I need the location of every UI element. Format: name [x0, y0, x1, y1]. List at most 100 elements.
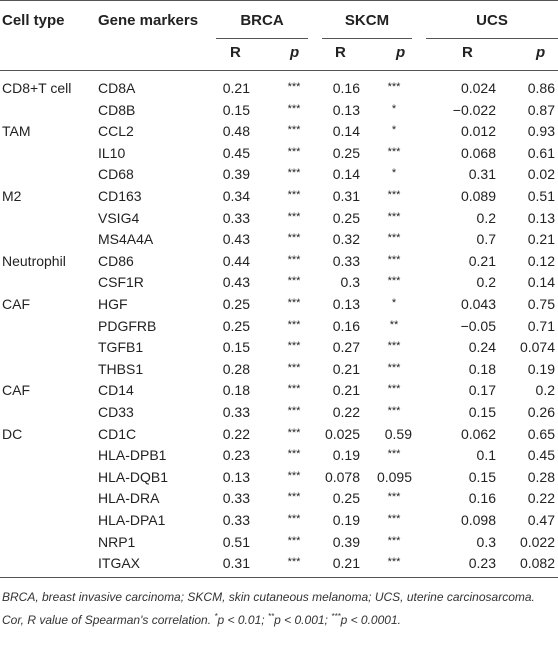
subheader-ucs-p: p: [536, 44, 546, 61]
table-footnote: BRCA, breast invasive carcinoma; SKCM, s…: [2, 588, 554, 630]
cell-brca-r: 0.25: [222, 317, 250, 334]
cell-brca-r: 0.25: [222, 296, 250, 312]
cell-brca-r: 0.33: [222, 209, 250, 226]
cell-ucs-r: 0.012: [460, 123, 496, 140]
cell-ucs-r: 0.024: [460, 80, 496, 96]
cell-cell-type: CAF: [2, 382, 30, 399]
cell-ucs-p: 0.87: [527, 101, 555, 118]
cell-brca-r: 0.33: [222, 404, 250, 420]
cell-brca-p: ***: [287, 513, 301, 525]
cell-gene-marker: VSIG4: [98, 209, 140, 226]
cell-skcm-p: *: [391, 124, 397, 137]
cell-ucs-p: 0.61: [527, 144, 555, 161]
cell-ucs-p: 0.86: [527, 80, 555, 96]
cell-skcm-p: **: [389, 318, 399, 331]
cell-ucs-p: 0.45: [527, 447, 555, 464]
cell-gene-marker: MS4A4A: [98, 231, 154, 248]
cell-ucs-r: 0.7: [476, 231, 496, 248]
subheader-brca-p: p: [290, 44, 300, 61]
cell-skcm-p: ***: [387, 340, 401, 353]
cell-ucs-p: 0.19: [527, 360, 555, 377]
cell-brca-r: 0.31: [222, 555, 250, 572]
cell-ucs-p: 0.22: [527, 490, 555, 507]
cell-brca-p: ***: [287, 426, 301, 439]
cell-ucs-r: 0.18: [468, 360, 496, 377]
footnote-sig1-text: p < 0.01;: [217, 613, 265, 627]
cell-gene-marker: CD1C: [98, 425, 137, 442]
cell-ucs-p: 0.14: [527, 274, 555, 291]
cell-skcm-p: ***: [387, 145, 401, 158]
footnote-definitions: BRCA, breast invasive carcinoma; SKCM, s…: [2, 590, 535, 627]
cell-brca-p: ***: [287, 102, 301, 115]
cell-gene-marker: HLA-DPA1: [98, 512, 166, 528]
cell-brca-r: 0.39: [222, 166, 250, 183]
cell-brca-p: ***: [287, 210, 301, 223]
cell-ucs-r: 0.21: [468, 252, 496, 269]
cell-skcm-r: 0.21: [332, 382, 360, 399]
cell-skcm-p: ***: [387, 81, 401, 93]
footnote-sig3-mark: ***: [331, 612, 341, 621]
cell-ucs-p: 0.2: [535, 382, 555, 399]
cell-ucs-r: 0.24: [468, 339, 496, 356]
cell-brca-p: ***: [287, 340, 301, 353]
group-header-ucs: UCS: [476, 12, 508, 29]
cell-ucs-r: 0.2: [476, 209, 496, 226]
cell-brca-p: ***: [287, 232, 301, 245]
cell-skcm-p: ***: [387, 534, 401, 547]
cell-brca-p: ***: [287, 167, 301, 180]
cell-brca-p: ***: [287, 318, 301, 331]
col-header-cell-type: Cell type: [2, 12, 65, 29]
cell-brca-r: 0.48: [222, 123, 250, 140]
subheader-brca-r: R: [230, 44, 241, 61]
cell-ucs-r: 0.089: [460, 188, 496, 204]
cell-skcm-p: ***: [387, 383, 401, 396]
cell-ucs-p: 0.51: [527, 188, 555, 204]
cell-ucs-r: 0.3: [476, 533, 496, 550]
cell-brca-p: ***: [287, 534, 301, 547]
cell-gene-marker: CD68: [98, 166, 134, 183]
cell-brca-r: 0.34: [222, 188, 250, 204]
cell-skcm-p: ***: [387, 275, 401, 288]
cell-brca-p: ***: [287, 81, 301, 93]
cell-brca-r: 0.18: [222, 382, 250, 399]
cell-skcm-p: ***: [387, 361, 401, 374]
cell-skcm-r: 0.19: [332, 512, 360, 528]
cell-gene-marker: HGF: [98, 296, 128, 312]
cell-gene-marker: IL10: [98, 144, 126, 161]
cell-brca-r: 0.28: [222, 360, 250, 377]
cell-skcm-p: ***: [387, 189, 401, 201]
cell-brca-p: ***: [287, 253, 301, 266]
cell-skcm-r: 0.32: [332, 231, 360, 248]
group-header-brca: BRCA: [240, 12, 284, 29]
cell-brca-p: ***: [287, 297, 301, 309]
col-header-gene-markers: Gene markers: [98, 12, 199, 29]
cell-brca-p: ***: [287, 556, 301, 569]
cell-ucs-p: 0.75: [527, 296, 555, 312]
cell-gene-marker: HLA-DRA: [98, 490, 160, 507]
cell-ucs-r: 0.1: [476, 447, 496, 464]
group-header-skcm: SKCM: [344, 12, 390, 29]
cell-ucs-p: 0.47: [527, 512, 555, 528]
cell-skcm-p: *: [391, 297, 397, 309]
cell-gene-marker: CCL2: [98, 123, 134, 140]
cell-cell-type: Neutrophil: [2, 252, 66, 269]
ucs-group-line: [426, 38, 558, 39]
subheader-skcm-r: R: [335, 44, 346, 61]
cell-skcm-p: ***: [387, 210, 401, 223]
cell-skcm-r: 0.27: [332, 339, 360, 356]
footnote-sig3-text: p < 0.0001.: [340, 613, 401, 627]
cell-brca-p: ***: [287, 124, 301, 137]
cell-skcm-r: 0.3: [340, 274, 360, 291]
cell-ucs-r: 0.15: [468, 404, 496, 420]
cell-cell-type: M2: [2, 188, 22, 204]
cell-skcm-p: ***: [387, 232, 401, 245]
cell-ucs-r: 0.2: [476, 274, 496, 291]
cell-brca-r: 0.23: [222, 447, 250, 464]
cell-brca-r: 0.45: [222, 144, 250, 161]
cell-ucs-p: 0.12: [527, 252, 555, 269]
cell-gene-marker: CD8B: [98, 101, 136, 118]
cell-skcm-r: 0.25: [332, 209, 360, 226]
cell-skcm-r: 0.21: [332, 360, 360, 377]
cell-ucs-r: 0.16: [468, 490, 496, 507]
